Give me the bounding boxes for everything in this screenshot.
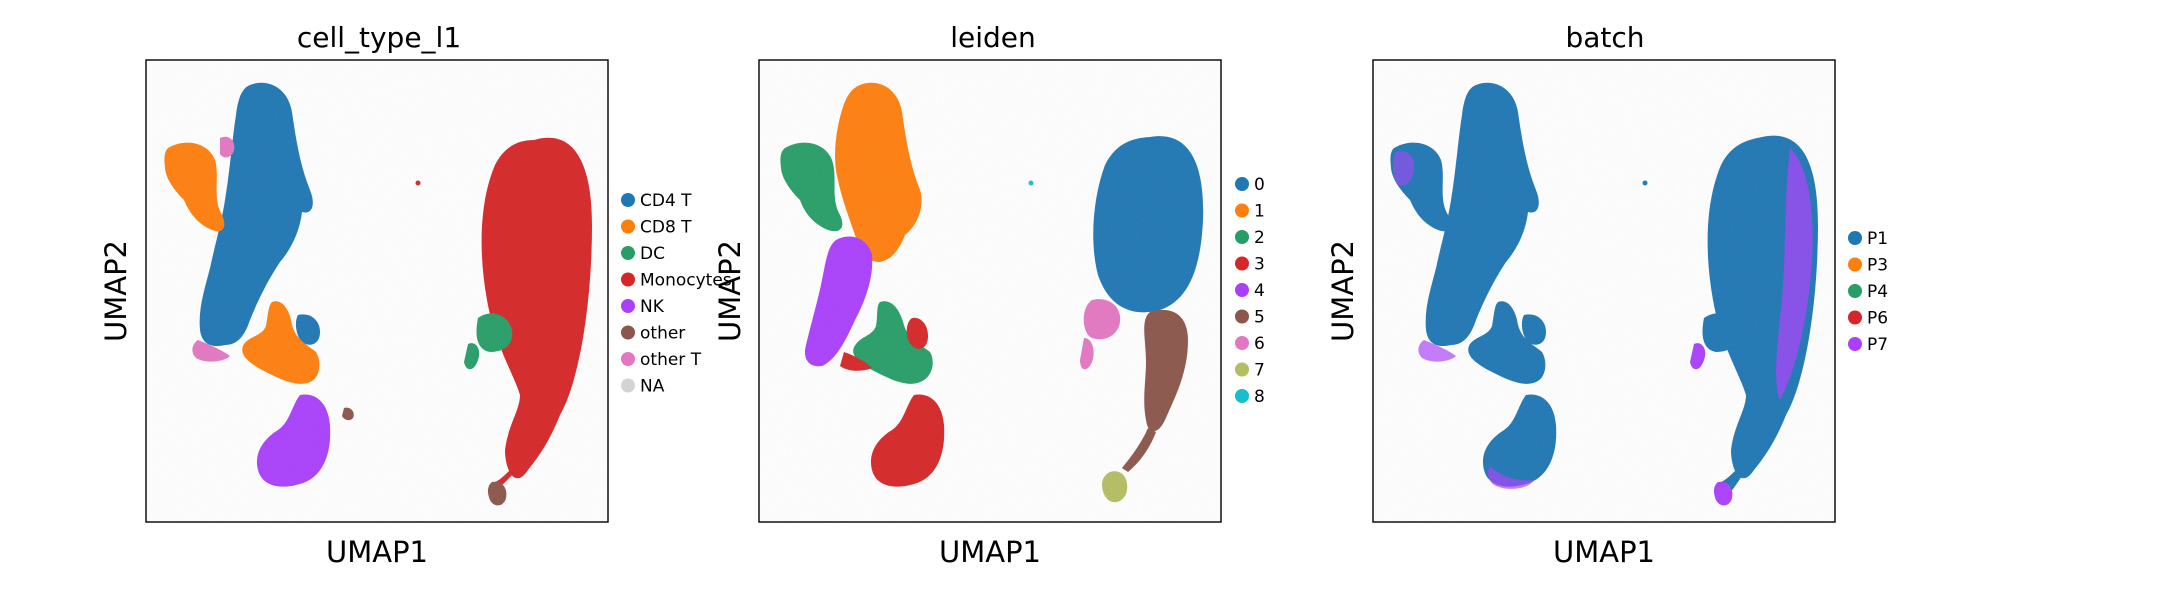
legend-label: P3 [1867, 256, 1888, 276]
legend-label: 2 [1254, 228, 1265, 248]
panel-title: leiden [950, 21, 1036, 54]
legend-marker [1848, 337, 1862, 351]
legend: 0 1 2 3 4 5 6 7 8 [1235, 175, 1265, 407]
legend-marker [621, 299, 635, 313]
legend-label: DC [640, 244, 665, 264]
legend-label: 4 [1254, 281, 1265, 301]
legend-marker [1235, 256, 1249, 271]
legend-marker [1235, 283, 1249, 297]
legend-label: P4 [1867, 282, 1888, 302]
legend-marker [1235, 177, 1249, 191]
x-axis-label: UMAP1 [1553, 535, 1655, 569]
legend-label: other [640, 324, 685, 344]
legend-marker [1235, 309, 1249, 324]
legend-label: 6 [1254, 334, 1265, 354]
x-axis-label: UMAP1 [939, 535, 1041, 569]
legend: CD4 T CD8 T DC Monocytes NK other other T NA [621, 191, 732, 397]
legend-marker [1848, 310, 1862, 325]
legend-label: 1 [1254, 202, 1265, 222]
y-axis-label: UMAP2 [1326, 240, 1360, 342]
legend-marker [1235, 336, 1249, 350]
plot-frame [758, 59, 1222, 523]
legend-marker [1235, 203, 1249, 218]
umap-scatter [759, 60, 1221, 522]
legend-label: NA [640, 377, 665, 397]
legend-marker [621, 219, 635, 234]
legend-marker [1235, 389, 1249, 403]
legend-marker [621, 378, 635, 393]
legend-marker [621, 193, 635, 207]
plot-frame [1372, 59, 1836, 523]
legend-marker [621, 352, 635, 366]
legend-marker [1848, 231, 1862, 245]
x-axis-label: UMAP1 [326, 535, 428, 569]
legend-marker [621, 272, 635, 287]
legend-label: Monocytes [640, 271, 732, 291]
legend-label: other T [640, 350, 702, 370]
legend-label: CD8 T [640, 218, 692, 238]
legend-label: P7 [1867, 335, 1888, 355]
legend-label: P6 [1867, 309, 1888, 329]
panel-cell-type-l1: cell_type_l1 [99, 21, 732, 569]
legend-label: P1 [1867, 229, 1888, 249]
y-axis-label: UMAP2 [99, 240, 133, 342]
legend-label: 7 [1254, 361, 1265, 381]
legend-label: 0 [1254, 175, 1265, 195]
legend-label: 3 [1254, 255, 1265, 275]
plot-frame [145, 59, 609, 523]
umap-scatter [146, 60, 608, 522]
legend-marker [621, 325, 635, 340]
legend-label: 5 [1254, 308, 1265, 328]
legend-marker [1848, 257, 1862, 272]
legend-label: NK [640, 297, 665, 317]
y-axis-label: UMAP2 [713, 240, 747, 342]
panel-batch: batch UMAP1 UMAP2 P1 P3 P4 P6 P7 [1326, 21, 1888, 569]
legend-marker [1848, 284, 1862, 298]
legend-label: 8 [1254, 387, 1265, 407]
legend-marker [1235, 230, 1249, 244]
panel-title: cell_type_l1 [297, 21, 461, 54]
panel-title: batch [1565, 21, 1644, 54]
umap-scatter [1373, 60, 1835, 522]
legend-marker [621, 246, 635, 260]
legend-marker [1235, 362, 1249, 377]
panel-leiden: leiden [713, 21, 1265, 569]
legend-label: CD4 T [640, 191, 692, 211]
legend: P1 P3 P4 P6 P7 [1848, 229, 1888, 355]
